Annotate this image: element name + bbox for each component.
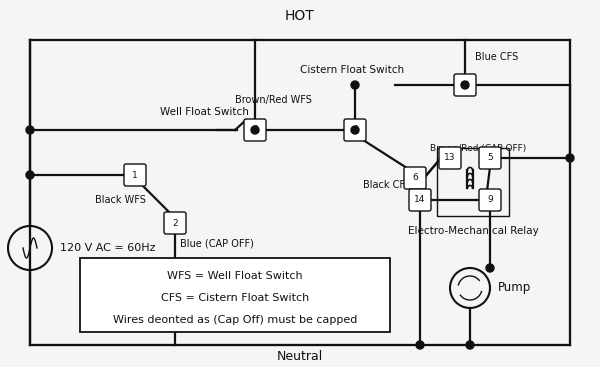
FancyBboxPatch shape	[479, 147, 501, 169]
Text: Brown/Red (CAP OFF): Brown/Red (CAP OFF)	[430, 143, 526, 153]
Text: Wires deonted as (Cap Off) must be capped: Wires deonted as (Cap Off) must be cappe…	[113, 315, 357, 325]
Text: Brown/Red WFS: Brown/Red WFS	[235, 95, 312, 105]
Text: Black CFS: Black CFS	[363, 180, 411, 190]
Text: Neutral: Neutral	[277, 349, 323, 363]
FancyBboxPatch shape	[344, 119, 366, 141]
Text: 2: 2	[172, 218, 178, 228]
FancyBboxPatch shape	[244, 119, 266, 141]
Text: 3: 3	[252, 126, 258, 134]
Text: Cistern Float Switch: Cistern Float Switch	[300, 65, 404, 75]
Text: 13: 13	[444, 153, 456, 163]
Text: Pump: Pump	[498, 281, 531, 294]
FancyBboxPatch shape	[439, 147, 461, 169]
Circle shape	[251, 126, 259, 134]
Text: 1: 1	[132, 171, 138, 179]
Text: 6: 6	[412, 174, 418, 182]
FancyBboxPatch shape	[454, 74, 476, 96]
Text: 14: 14	[415, 196, 425, 204]
Text: 7: 7	[462, 80, 468, 90]
Text: Blue (CAP OFF): Blue (CAP OFF)	[180, 238, 254, 248]
Text: Black WFS: Black WFS	[95, 195, 145, 205]
Text: Well Float Switch: Well Float Switch	[160, 107, 249, 117]
Text: 120 V AC = 60Hz: 120 V AC = 60Hz	[60, 243, 155, 253]
Text: 9: 9	[487, 196, 493, 204]
Circle shape	[466, 341, 474, 349]
FancyBboxPatch shape	[404, 167, 426, 189]
Circle shape	[26, 171, 34, 179]
Text: CFS = Cistern Float Switch: CFS = Cistern Float Switch	[161, 293, 309, 303]
FancyBboxPatch shape	[409, 189, 431, 211]
FancyBboxPatch shape	[124, 164, 146, 186]
Circle shape	[351, 126, 359, 134]
Circle shape	[461, 81, 469, 89]
Text: 4: 4	[352, 126, 358, 134]
Text: Electro-Mechanical Relay: Electro-Mechanical Relay	[407, 226, 538, 236]
FancyBboxPatch shape	[164, 212, 186, 234]
Circle shape	[416, 341, 424, 349]
FancyBboxPatch shape	[479, 189, 501, 211]
Text: WFS = Well Float Switch: WFS = Well Float Switch	[167, 271, 303, 281]
Text: Blue CFS: Blue CFS	[475, 52, 518, 62]
Circle shape	[566, 154, 574, 162]
Circle shape	[486, 264, 494, 272]
FancyBboxPatch shape	[80, 258, 390, 332]
Circle shape	[351, 81, 359, 89]
Text: 5: 5	[487, 153, 493, 163]
Circle shape	[26, 126, 34, 134]
Text: HOT: HOT	[285, 9, 315, 23]
